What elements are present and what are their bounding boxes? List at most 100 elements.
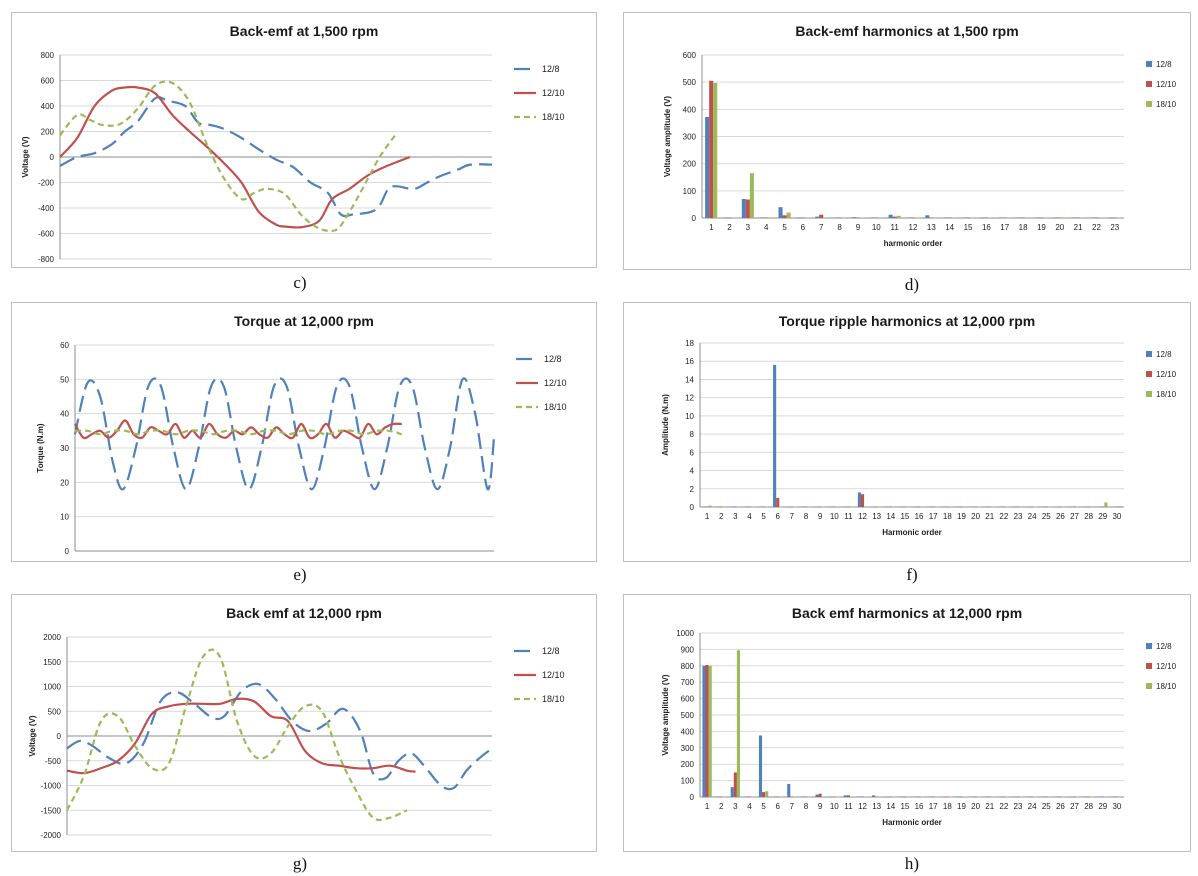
chart-panel-g: Back emf at 12,000 rpm -2000 -1500 -1000 -5… [11,594,597,852]
x-tick-label: 20 [971,802,980,811]
x-tick-label: 12 [909,223,918,232]
bar [815,794,819,797]
x-tick-label: 24 [1028,802,1037,811]
bar [790,796,794,798]
bar [716,796,720,798]
x-tick-label: 30 [1112,802,1121,811]
legend-swatch [1146,683,1152,689]
chart-h: 0 100 200 300 400 500 600 700 800 900 1000 Voltage … [661,629,1177,827]
bar [779,796,783,798]
y-tick-label: 14 [685,375,694,384]
bar [829,796,833,798]
bar [758,506,763,508]
chart-panel-c: Back-emf at 1,500 rpm -800 -600 -400 -200 0 2… [11,12,597,268]
x-tick-label: 6 [776,802,781,811]
bar [970,796,975,798]
x-tick-label: 28 [1084,512,1093,521]
legend-label: 12/10 [542,88,565,98]
bar [705,506,709,508]
series-line [66,682,493,791]
bar [801,506,805,508]
x-tick-label: 1 [709,223,714,232]
bar [920,506,924,508]
bar [1101,506,1105,508]
caption-d: d) [904,275,920,294]
bar [915,217,920,219]
legend-label: 18/10 [1156,390,1177,399]
x-tick-label: 7 [790,512,795,521]
bar [793,506,797,508]
bar [977,506,981,508]
bar [1013,796,1017,798]
chart-title: Back emf at 12,000 rpm [226,605,382,621]
bar [727,217,732,219]
bar [1061,506,1066,508]
bar [719,796,723,798]
chart-title: Back-emf harmonics at 1,500 rpm [795,23,1019,39]
bar [776,497,780,507]
y-tick-label: 0 [690,793,695,802]
bar [736,650,740,797]
bar [963,506,967,508]
y-tick-label: 18 [685,339,694,348]
x-tick-label: 9 [818,802,823,811]
legend-label: 18/10 [542,112,565,122]
y-tick-label: 300 [683,133,697,142]
series-line [66,697,416,775]
bar [846,506,850,508]
bar [903,796,907,798]
legend-swatch [1146,351,1152,357]
x-tick-label: 29 [1098,802,1107,811]
x-tick-label: 5 [761,512,766,521]
bar [896,215,901,218]
bar [1101,796,1105,798]
y-tick-label: 500 [48,707,62,716]
y-tick-label: 1000 [43,683,61,692]
plot-area: 0 100 200 300 400 500 600 700 800 900 1000 Voltage … [661,629,1177,827]
bar [705,116,710,218]
bar [835,796,839,798]
bar [1116,217,1121,219]
x-tick-label: 13 [927,223,936,232]
x-tick-label: 13 [872,802,881,811]
bar [787,506,791,508]
y-tick-label: 900 [681,645,695,654]
x-tick-label: 7 [790,802,795,811]
bar [819,214,824,218]
y-tick-label: 400 [683,105,697,114]
bar [829,506,833,508]
y-tick-label: 30 [60,444,69,453]
y-tick-label: 60 [60,341,69,350]
bar [1019,506,1023,508]
chart-title: Torque at 12,000 rpm [234,313,374,329]
x-tick-label: 21 [1074,223,1083,232]
bar [961,217,967,219]
bar [874,217,879,219]
x-tick-label: 17 [929,512,938,521]
bar [889,506,893,508]
bar [925,215,930,218]
bar [832,796,836,798]
legend-swatch [1146,391,1152,397]
bar [934,796,938,798]
bar [843,506,847,508]
legend-swatch [1146,101,1152,107]
bar [857,796,861,798]
bar [832,506,836,508]
bar [713,82,718,219]
legend-label: 12/8 [544,354,562,364]
y-tick-label: 800 [681,662,695,671]
bar [1069,796,1073,798]
chart-panel-f: Torque ripple harmonics at 12,000 rpm 0 2… [623,302,1191,562]
bar [1039,217,1044,219]
bar [900,796,904,798]
bar [988,796,992,798]
bar [878,217,883,219]
bar [1016,796,1020,798]
y-tick-label: 200 [41,128,55,137]
bar [914,796,918,798]
y-axis-label: Voltage amplitude (V) [663,96,672,178]
bar [985,506,989,508]
chart-title: Back emf harmonics at 12,000 rpm [791,605,1023,621]
x-tick-label: 3 [733,512,738,521]
